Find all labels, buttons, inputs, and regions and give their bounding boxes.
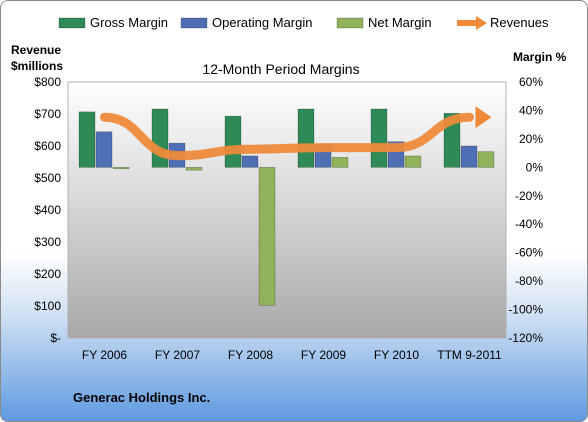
chart-title: 12-Month Period Margins: [202, 61, 359, 77]
x-tick-label: TTM 9-2011: [437, 348, 502, 362]
gross-margin-bar: [78, 111, 96, 168]
revenues-arrowhead: [475, 106, 492, 129]
legend-arrow-revenues: [476, 16, 487, 30]
left-axis-title-line1: Revenue: [11, 43, 61, 57]
legend-label-revenues: Revenues: [490, 15, 549, 30]
x-tick-label: FY 2006: [82, 348, 127, 362]
x-axis: FY 2006 FY 2007 FY 2008 FY 2009 FY 2010 TTM 9…: [82, 348, 502, 362]
plot-area: [67, 81, 507, 339]
right-tick-label: -100%: [508, 303, 543, 317]
net-margin-bar: [185, 167, 203, 171]
operating-margin-bar: [241, 155, 259, 168]
left-tick-label: $400: [34, 203, 61, 217]
company-name: Generac Holdings Inc.: [73, 390, 210, 405]
gross-margin-bar: [224, 115, 242, 168]
right-tick-label: -120%: [508, 331, 543, 345]
right-axis-title: Margin %: [513, 50, 567, 64]
right-tick-label: 60%: [519, 75, 543, 89]
x-tick-label: FY 2008: [228, 348, 273, 362]
net-margin-bar: [112, 167, 130, 170]
left-axis: $800 $700 $600 $500 $400 $300 $200 $100 $-: [34, 75, 61, 345]
legend-label-operating-margin: Operating Margin: [212, 15, 312, 30]
legend-label-gross-margin: Gross Margin: [90, 15, 168, 30]
left-tick-label: $500: [34, 171, 61, 185]
legend-label-net-margin: Net Margin: [368, 15, 432, 30]
revenues-line: [100, 112, 474, 161]
x-tick-label: FY 2010: [374, 348, 419, 362]
legend-swatch-operating-margin: [180, 17, 208, 29]
left-tick-label: $-: [50, 331, 61, 345]
gross-margin-bar: [297, 108, 315, 168]
legend-swatch-gross-margin: [58, 17, 86, 29]
plot-background: [67, 81, 507, 339]
left-tick-label: $300: [34, 235, 61, 249]
net-margin-bar: [477, 151, 495, 168]
right-tick-label: 40%: [519, 103, 543, 117]
x-tick-label: FY 2009: [301, 348, 346, 362]
right-tick-label: 20%: [519, 132, 543, 146]
left-tick-label: $600: [34, 139, 61, 153]
operating-margin-bar: [460, 145, 478, 168]
gross-margin-bar: [370, 108, 388, 168]
operating-margin-bar: [95, 131, 113, 168]
x-tick-label: FY 2007: [155, 348, 200, 362]
right-tick-label: 0%: [526, 160, 544, 174]
left-tick-label: $100: [34, 299, 61, 313]
left-tick-label: $200: [34, 267, 61, 281]
legend: Gross Margin Operating Margin Net Margin Re…: [58, 15, 549, 30]
net-margin-bar: [404, 155, 422, 168]
net-margin-bar: [331, 157, 349, 168]
net-margin-bar: [258, 167, 276, 306]
right-axis: 60% 40% 20% 0% -20% -40% -60% -80% -100% -120%: [508, 75, 543, 345]
left-axis-title-line2: $millions: [11, 59, 63, 73]
right-tick-label: -20%: [515, 189, 543, 203]
legend-swatch-net-margin: [336, 17, 364, 29]
left-tick-label: $700: [34, 107, 61, 121]
left-tick-label: $800: [34, 75, 61, 89]
right-tick-label: -60%: [515, 246, 543, 260]
right-tick-label: -40%: [515, 217, 543, 231]
right-tick-label: -80%: [515, 274, 543, 288]
